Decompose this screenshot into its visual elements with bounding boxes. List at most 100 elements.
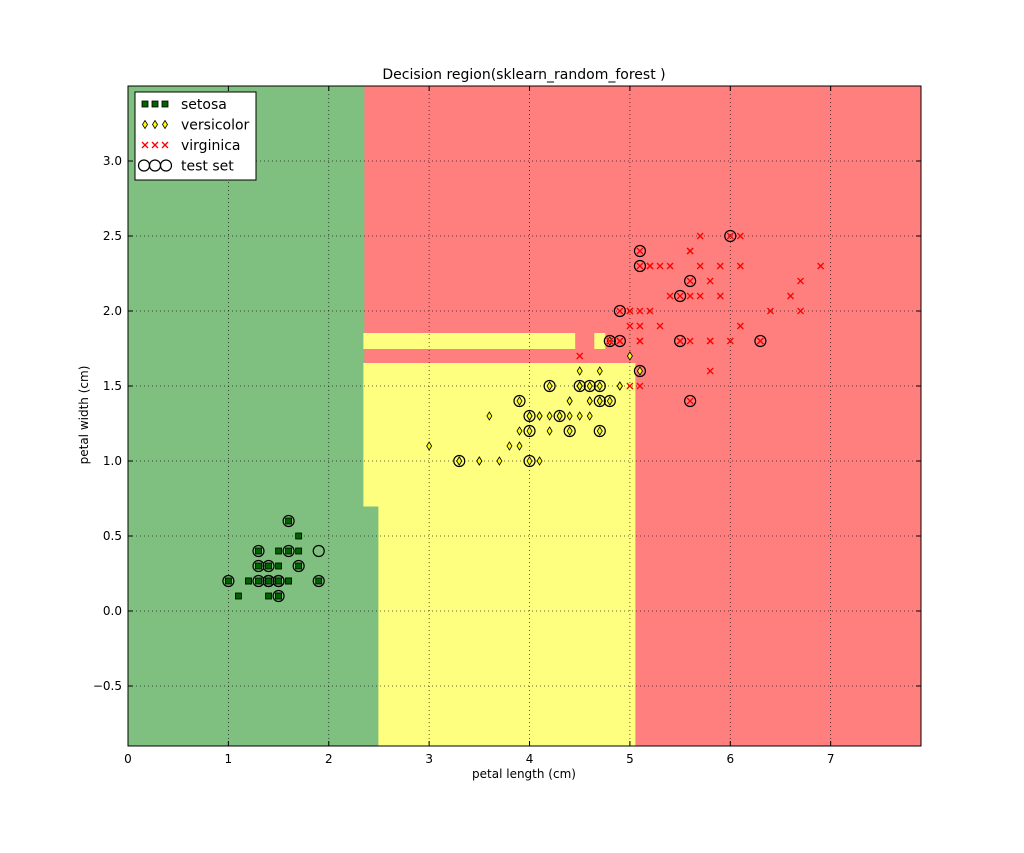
legend-item-test-set: test set: [137, 159, 234, 175]
point-virginica: [817, 262, 825, 270]
x-tick-label: 7: [827, 752, 835, 766]
y-tick-label: 2.0: [103, 304, 122, 318]
point-setosa: [224, 577, 232, 585]
point-virginica: [736, 322, 744, 330]
x-stroke: [666, 292, 674, 300]
point-virginica: [787, 292, 794, 300]
point-test-set: [252, 544, 265, 558]
x-stroke: [616, 307, 624, 315]
point-setosa: [285, 577, 293, 585]
point-test-set: [563, 424, 576, 438]
point-virginica: [797, 307, 805, 315]
x-stroke: [656, 322, 664, 330]
point-setosa: [255, 562, 262, 570]
x-stroke: [726, 232, 734, 240]
point-virginica: [716, 292, 724, 300]
point-virginica: [636, 247, 644, 255]
x-stroke: [766, 307, 774, 315]
point-virginica: [606, 337, 614, 345]
x-stroke: [696, 262, 704, 270]
point-virginica: [646, 307, 654, 315]
point-test-set: [252, 559, 265, 573]
point-virginica: [686, 247, 694, 255]
x-stroke: [616, 337, 624, 345]
legend-marker: [161, 141, 169, 149]
point-versicolor: [546, 426, 553, 436]
x-stroke: [706, 277, 714, 285]
legend-marker: [162, 119, 168, 130]
point-virginica: [706, 337, 714, 345]
legend-item-virginica: virginica: [141, 138, 241, 154]
region-versicolor: [363, 363, 636, 747]
x-stroke: [696, 232, 704, 240]
x-stroke: [576, 352, 584, 360]
point-setosa: [315, 577, 323, 585]
x-stroke: [797, 277, 805, 285]
point-setosa: [285, 517, 293, 525]
series-virginica: [576, 232, 825, 405]
point-virginica: [797, 277, 805, 285]
point-virginica: [686, 337, 694, 345]
point-versicolor: [566, 411, 573, 421]
x-tick-label: 4: [526, 752, 534, 766]
region-setosa: [127, 85, 380, 747]
point-versicolor: [566, 396, 573, 406]
point-setosa: [245, 577, 252, 585]
x-tick-label: 1: [225, 752, 233, 766]
x-stroke: [636, 262, 644, 270]
point-test-set: [593, 394, 606, 408]
x-stroke: [686, 247, 694, 255]
legend-marker: [161, 100, 169, 108]
x-tick-label: 2: [325, 752, 333, 766]
point-test-set: [282, 514, 295, 528]
x-stroke: [626, 307, 634, 315]
point-versicolor: [556, 411, 563, 421]
point-virginica: [696, 232, 704, 240]
point-test-set: [613, 304, 626, 318]
y-tick-label: −0.5: [93, 679, 122, 693]
x-tick-label: 0: [124, 752, 132, 766]
point-versicolor: [626, 351, 633, 361]
point-virginica: [706, 277, 714, 285]
legend-item-setosa: setosa: [141, 97, 227, 113]
region-versicolor: [594, 333, 606, 349]
x-stroke: [706, 337, 714, 345]
point-virginica: [626, 322, 634, 330]
point-test-set: [292, 559, 305, 573]
point-test-set: [553, 409, 566, 423]
point-test-set: [673, 334, 687, 348]
point-virginica: [676, 292, 684, 300]
y-tick-label: 3.0: [103, 154, 122, 168]
point-setosa: [255, 547, 262, 555]
legend-label: virginica: [181, 138, 241, 154]
y-axis-ticks: −0.5 0.0 0.5 1.0 1.5 2.0 2.5 3.0: [93, 154, 921, 693]
legend: setosa versicolor virginica test set: [134, 91, 257, 181]
point-versicolor: [586, 381, 593, 391]
x-stroke: [797, 307, 805, 315]
point-virginica: [726, 337, 734, 345]
point-test-set: [673, 289, 687, 303]
legend-label: setosa: [181, 97, 227, 113]
point-virginica: [636, 322, 644, 330]
y-tick-label: 0.0: [103, 604, 122, 618]
x-stroke: [686, 397, 694, 405]
legend-marker: [151, 100, 159, 108]
y-tick-label: 2.5: [103, 229, 122, 243]
point-test-set: [222, 574, 235, 588]
point-test-set: [593, 424, 606, 438]
point-versicolor: [516, 396, 523, 406]
point-versicolor: [486, 411, 493, 421]
x-stroke: [736, 262, 744, 270]
point-versicolor: [566, 426, 573, 436]
point-test-set: [754, 334, 767, 348]
point-virginica: [716, 262, 724, 270]
point-setosa: [255, 577, 262, 585]
x-stroke: [686, 292, 694, 300]
point-setosa: [295, 562, 303, 570]
point-versicolor: [606, 396, 613, 406]
point-virginica: [686, 292, 694, 300]
grid-lines: [128, 86, 921, 746]
x-stroke: [646, 307, 654, 315]
legend-marker: [152, 119, 158, 130]
